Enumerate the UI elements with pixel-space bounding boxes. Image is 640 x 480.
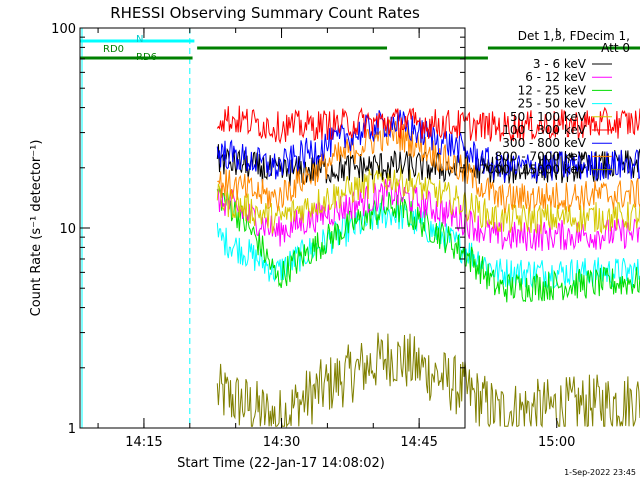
x-tick-label: 14:30 (263, 435, 300, 450)
series-line (216, 109, 640, 183)
y-axis: 1 10 100 (51, 22, 465, 437)
legend-header-line2: Att 0 (601, 41, 630, 55)
series-line (216, 179, 640, 252)
night-label: N (136, 34, 143, 45)
rd0-label: RD0 (103, 44, 124, 55)
chart-title: RHESSI Observing Summary Count Rates (110, 4, 420, 22)
legend-entry-label: 100 - 300 keV (502, 123, 586, 137)
x-tick-label: 14:45 (400, 435, 437, 450)
rd6-label: RD6 (136, 52, 157, 63)
legend-entry-label: 50 - 100 keV (510, 110, 587, 124)
legend-entry-label: 7000 - 15000 keV (479, 163, 586, 177)
series-line (216, 185, 640, 303)
legend-entry-label: 300 - 800 keV (502, 136, 586, 150)
legend-entry-label: 12 - 25 keV (518, 83, 587, 97)
y-tick-label: 10 (59, 222, 76, 237)
legend-header-line1: Det 1,3, FDecim 1, (518, 29, 630, 43)
y-tick-label: 100 (51, 22, 76, 37)
legend-entry-label: 800 - 7000 keV (495, 149, 587, 163)
x-tick-label: 14:15 (125, 435, 162, 450)
legend-entry-label: 25 - 50 keV (518, 97, 587, 111)
x-axis-label: Start Time (22-Jan-17 14:08:02) (177, 456, 385, 471)
x-tick-label: 15:00 (538, 435, 575, 450)
series-line (216, 332, 640, 429)
series-line (216, 105, 640, 145)
legend-entry-label: 6 - 12 keV (525, 70, 587, 84)
y-tick-label: 1 (68, 422, 76, 437)
series-line (216, 164, 640, 235)
y-axis-label: Count Rate (s⁻¹ detector⁻¹) (29, 140, 44, 317)
series-line (217, 119, 640, 214)
legend-entry-label: 3 - 6 keV (533, 57, 587, 71)
footer-date: 1-Sep-2022 23:45 (564, 468, 636, 477)
